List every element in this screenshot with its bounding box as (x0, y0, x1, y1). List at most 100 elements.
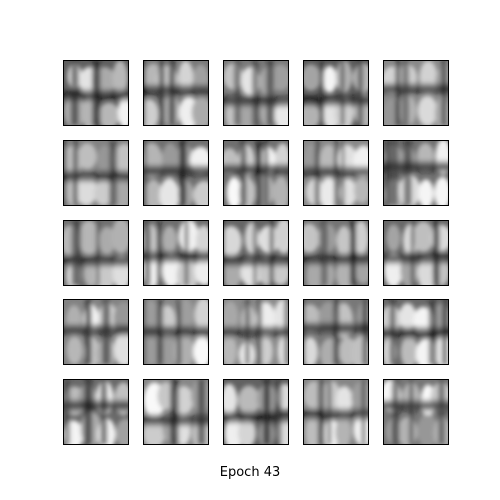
tooth (77, 142, 97, 170)
tooth (258, 225, 280, 254)
image-content (223, 299, 289, 365)
generated-image (223, 140, 289, 206)
tooth (305, 415, 320, 445)
tooth (352, 63, 369, 93)
generated-image (63, 379, 129, 445)
shadow (171, 379, 179, 445)
generated-image (223, 379, 289, 445)
texture (63, 60, 129, 126)
tooth (111, 220, 129, 254)
image-content (63, 60, 129, 126)
generated-image (303, 379, 369, 445)
generated-image (143, 140, 209, 206)
shadow (257, 299, 262, 365)
image-border (223, 60, 289, 126)
shadow (314, 140, 320, 206)
shadow (184, 220, 189, 286)
image-grid (63, 60, 449, 445)
tooth (98, 226, 115, 256)
texture (143, 299, 209, 365)
shadow (100, 379, 108, 445)
shadow (264, 140, 269, 206)
texture (383, 299, 449, 365)
image-border (383, 220, 449, 286)
shadow (244, 299, 250, 365)
image-border (303, 60, 369, 126)
image-border (143, 220, 209, 286)
tooth (94, 179, 113, 206)
image-border (63, 60, 129, 126)
image-border (143, 60, 209, 126)
texture (223, 60, 289, 126)
shadow (357, 60, 364, 126)
image-border (383, 60, 449, 126)
shadow (361, 379, 366, 445)
tooth (386, 224, 401, 252)
gap-band (143, 163, 209, 180)
shadow (284, 299, 289, 365)
shadow (263, 379, 269, 445)
shadow (395, 60, 401, 126)
image-border (303, 220, 369, 286)
image-border (223, 220, 289, 286)
shadow (255, 140, 263, 206)
tooth (223, 334, 237, 365)
gap-band (143, 82, 209, 99)
texture (143, 379, 209, 445)
generated-image (303, 220, 369, 286)
tooth (193, 180, 209, 206)
tooth (97, 145, 112, 176)
shadow (156, 299, 164, 365)
generated-image (63, 60, 129, 126)
shadow (94, 60, 101, 126)
tooth (66, 335, 83, 365)
generated-image (223, 60, 289, 126)
texture (63, 299, 129, 365)
shadow (362, 299, 368, 365)
tooth (303, 337, 319, 365)
image-content (143, 379, 209, 445)
generated-image (63, 299, 129, 365)
shadow (158, 60, 165, 126)
texture (303, 220, 369, 286)
image-content (223, 140, 289, 206)
gap-band (383, 158, 449, 175)
shadow (317, 379, 325, 445)
texture (63, 379, 129, 445)
shadow (252, 60, 259, 126)
shadow (253, 220, 257, 286)
texture (303, 60, 369, 126)
caption: Epoch 43 (220, 465, 280, 480)
shadow (274, 379, 282, 445)
shadow (303, 299, 306, 365)
tooth (434, 176, 449, 206)
image-border (63, 140, 129, 206)
image-content (303, 220, 369, 286)
generated-image (143, 299, 209, 365)
shadow (442, 299, 448, 365)
shadow (403, 140, 412, 206)
shadow (428, 299, 437, 365)
shadow (385, 140, 391, 206)
gap-band (63, 322, 129, 339)
generated-image (383, 220, 449, 286)
image-content (143, 220, 209, 286)
gap-band (63, 167, 129, 184)
texture (63, 220, 129, 286)
image-content (383, 220, 449, 286)
shadow (84, 379, 93, 445)
image-content (143, 299, 209, 365)
image-border (223, 140, 289, 206)
tooth (193, 335, 209, 365)
generated-image (143, 379, 209, 445)
image-content (303, 299, 369, 365)
texture (143, 140, 209, 206)
generated-image (303, 299, 369, 365)
generated-image (303, 140, 369, 206)
tooth (397, 416, 418, 445)
gap-band (383, 250, 449, 267)
generated-image (223, 299, 289, 365)
gap-band (143, 323, 209, 340)
image-border (63, 379, 129, 445)
image-content (63, 299, 129, 365)
